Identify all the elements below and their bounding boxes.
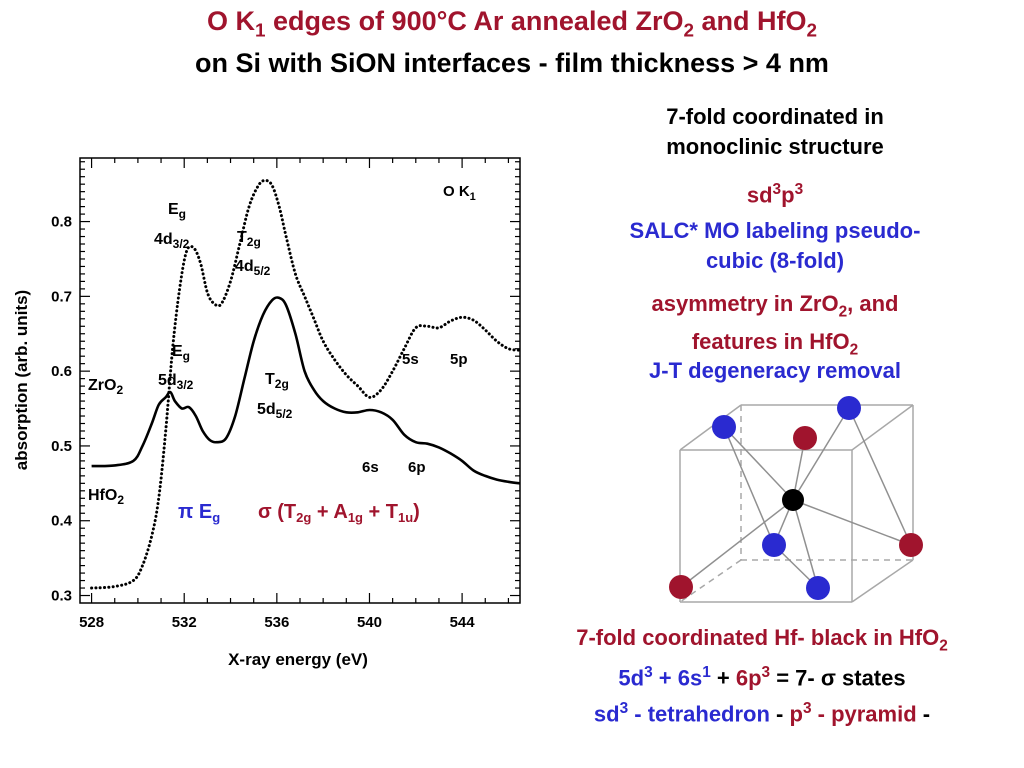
annotation-5d52: 5d5/2 <box>257 401 293 421</box>
series-line-zro2 <box>90 178 522 590</box>
y-tick-label: 0.8 <box>51 214 72 231</box>
series-line-hfo2 <box>91 296 521 485</box>
label-zro2: ZrO2 <box>88 377 123 397</box>
annotation-eg-bottom: Eg <box>172 343 190 363</box>
y-axis-label: absorption (arb. units) <box>12 290 31 470</box>
annotation-ok1: O K1 <box>443 183 476 203</box>
oxygen-atom-red <box>793 426 817 450</box>
salc-text: SALC* MO labeling pseudo- cubic (8-fold) <box>629 218 921 273</box>
coordination-text: 7-fold coordinated in monoclinic structu… <box>666 104 884 159</box>
oxygen-atom-red <box>669 575 693 599</box>
x-axis-label: X-ray energy (eV) <box>228 650 368 669</box>
oxygen-atom-blue <box>806 576 830 600</box>
annotation-6s: 6s <box>362 459 379 476</box>
oxygen-atom-blue <box>837 396 861 420</box>
y-tick-label: 0.7 <box>51 288 72 305</box>
x-tick-label: 544 <box>450 614 476 631</box>
hafnium-atom <box>782 489 804 511</box>
annotation-5s: 5s <box>402 351 419 368</box>
y-tick-label: 0.5 <box>51 438 72 455</box>
chart-axes: 528 532 536 540 544 0.3 0.4 0.5 0.6 0.7 0.8 <box>51 157 521 631</box>
x-tick-label: 540 <box>357 614 382 631</box>
label-hfo2: HfO2 <box>88 487 124 507</box>
annotation-eg-top: Eg <box>168 201 186 221</box>
chart-series <box>90 178 522 590</box>
annotation-t2g-top: T2g <box>237 229 261 249</box>
annotation-sigma-states: σ (T2g + A1g + T1u) <box>258 501 420 525</box>
annotation-5p: 5p <box>450 351 468 368</box>
asymmetry-text: asymmetry in ZrO2, and features in HfO2 <box>651 291 899 359</box>
y-tick-label: 0.3 <box>51 588 72 605</box>
cube-hidden-edges <box>679 405 913 603</box>
geometry-text: sd3 - tetrahedron - p3 - pyramid - <box>593 700 931 727</box>
oxygen-atom-red <box>899 533 923 557</box>
annotation-4d52: 4d5/2 <box>235 258 271 278</box>
x-tick-label: 532 <box>172 614 197 631</box>
annotation-t2g-bottom: T2g <box>265 371 289 391</box>
title-line-1: O K1 edges of 900°C Ar annealed ZrO2 and… <box>207 6 817 42</box>
title-line-2: on Si with SiON interfaces - film thickn… <box>195 48 829 78</box>
annotation-5d32: 5d3/2 <box>158 372 194 392</box>
annotation-6p: 6p <box>408 459 426 476</box>
hf-coordination-text: 7-fold coordinated Hf- black in HfO2 <box>576 625 948 655</box>
x-tick-label: 528 <box>79 614 104 631</box>
annotation-4d32: 4d3/2 <box>154 231 190 251</box>
oxygen-atom-blue <box>762 533 786 557</box>
jt-text: J-T degeneracy removal <box>649 358 901 383</box>
annotation-pi-eg: π Eg <box>178 501 220 525</box>
y-tick-label: 0.6 <box>51 363 72 380</box>
sigma-states-text: 5d3 + 6s1 + 6p3 = 7- σ states <box>618 664 906 691</box>
sd3p3-label: sd3p3 <box>746 181 804 208</box>
x-tick-label: 536 <box>264 614 289 631</box>
y-tick-label: 0.4 <box>51 513 73 530</box>
oxygen-atom-blue <box>712 415 736 439</box>
